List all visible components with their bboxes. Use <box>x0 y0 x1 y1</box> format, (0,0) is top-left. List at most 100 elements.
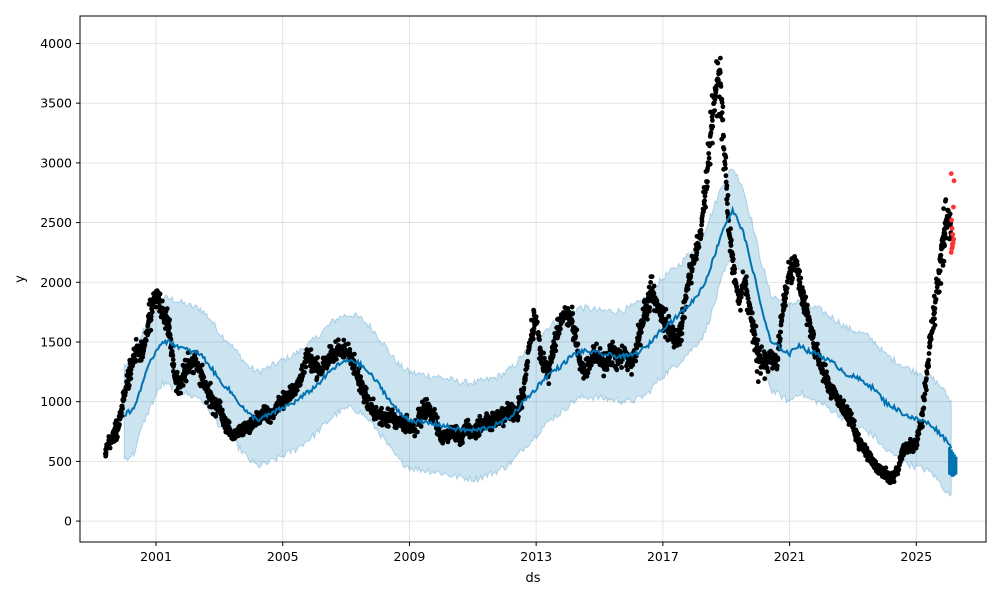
observed-point <box>844 404 850 410</box>
observed-point <box>573 333 579 339</box>
observed-point <box>193 356 199 362</box>
observed-point <box>649 274 655 279</box>
x-tick-label: 2021 <box>774 549 806 564</box>
observed-point <box>666 313 672 319</box>
observed-point <box>521 385 527 391</box>
observed-point <box>178 390 184 396</box>
observed-point <box>148 314 154 319</box>
observed-point <box>725 193 731 198</box>
observed-point <box>716 77 721 83</box>
observed-point <box>638 342 643 348</box>
observed-point <box>807 320 813 326</box>
x-tick-label: 2013 <box>520 549 552 564</box>
observed-point <box>476 432 482 438</box>
observed-point <box>268 420 273 425</box>
observed-point <box>811 331 817 337</box>
observed-point <box>714 83 719 89</box>
observed-point <box>522 377 528 383</box>
observed-point <box>933 297 939 302</box>
observed-point <box>921 405 927 411</box>
forecast-line-group <box>123 205 958 477</box>
observed-point <box>641 320 646 326</box>
observed-point <box>856 431 861 437</box>
observed-point <box>180 383 186 388</box>
observed-point <box>432 406 437 412</box>
observed-point <box>725 201 730 207</box>
x-tick-label: 2001 <box>140 549 172 564</box>
observed-point <box>947 211 953 217</box>
observed-point <box>754 369 760 374</box>
observed-point <box>804 302 810 308</box>
observed-point <box>133 359 138 364</box>
observed-point <box>226 419 232 425</box>
observed-point <box>170 357 176 363</box>
observed-point <box>758 353 763 359</box>
observed-point <box>201 374 207 380</box>
observed-point <box>784 290 789 295</box>
observed-point <box>334 356 339 362</box>
observed-point <box>759 344 764 350</box>
observed-point <box>780 312 785 318</box>
observed-point <box>315 355 320 360</box>
observed-point <box>347 347 353 352</box>
observed-point <box>837 394 843 400</box>
observed-point <box>932 322 938 328</box>
observed-point <box>696 244 702 250</box>
observed-point <box>217 399 223 405</box>
observed-point <box>302 370 307 375</box>
observed-point <box>732 270 737 275</box>
observed-point <box>718 84 724 89</box>
observed-point <box>475 418 480 424</box>
observed-point <box>546 381 552 387</box>
observed-point <box>465 417 471 423</box>
x-tick-label: 2005 <box>267 549 299 564</box>
y-tick-label: 3500 <box>40 96 72 111</box>
observed-point <box>160 305 166 311</box>
observed-point <box>157 291 163 297</box>
observed-point <box>543 359 549 365</box>
observed-point <box>728 243 734 248</box>
observed-point <box>915 436 921 442</box>
observed-point <box>679 337 684 343</box>
observed-point <box>647 305 653 311</box>
observed-point <box>928 336 934 342</box>
x-axis-ticks: 2001 2005 2009 2013 2017 2021 2025 <box>140 542 932 564</box>
outlier-point <box>949 217 954 223</box>
y-tick-label: 2500 <box>40 215 72 230</box>
observed-point <box>569 318 575 324</box>
observed-point <box>335 337 341 343</box>
observed-point <box>851 422 857 428</box>
observed-point <box>683 295 689 300</box>
observed-point <box>141 348 147 354</box>
observed-point <box>534 319 540 325</box>
observed-point <box>170 353 176 359</box>
observed-point <box>167 317 173 323</box>
observed-point <box>704 184 710 190</box>
observed-point <box>121 397 127 403</box>
observed-point <box>795 262 800 268</box>
observed-point <box>651 283 657 289</box>
observed-point <box>710 124 716 129</box>
observed-point <box>370 396 376 402</box>
observed-point <box>774 363 780 369</box>
observed-point <box>924 387 929 393</box>
observed-point <box>195 360 201 366</box>
y-tick-label: 0 <box>64 514 72 529</box>
observed-point <box>516 414 521 420</box>
observed-point <box>524 363 530 369</box>
observed-point <box>171 361 177 367</box>
observed-point <box>633 358 639 364</box>
observed-point <box>167 332 173 338</box>
observed-point <box>424 396 430 402</box>
observed-point <box>724 183 730 189</box>
observed-point <box>126 383 132 388</box>
y-axis-ticks: 0 500 1000 1500 2000 2500 3000 3500 4000 <box>40 36 80 529</box>
observed-point <box>575 341 581 347</box>
observed-point <box>719 110 725 116</box>
observed-point <box>702 193 708 199</box>
observed-point <box>755 337 761 343</box>
observed-point <box>723 173 729 179</box>
observed-point <box>705 179 710 185</box>
observed-point <box>920 412 925 418</box>
outlier-point <box>951 204 956 210</box>
